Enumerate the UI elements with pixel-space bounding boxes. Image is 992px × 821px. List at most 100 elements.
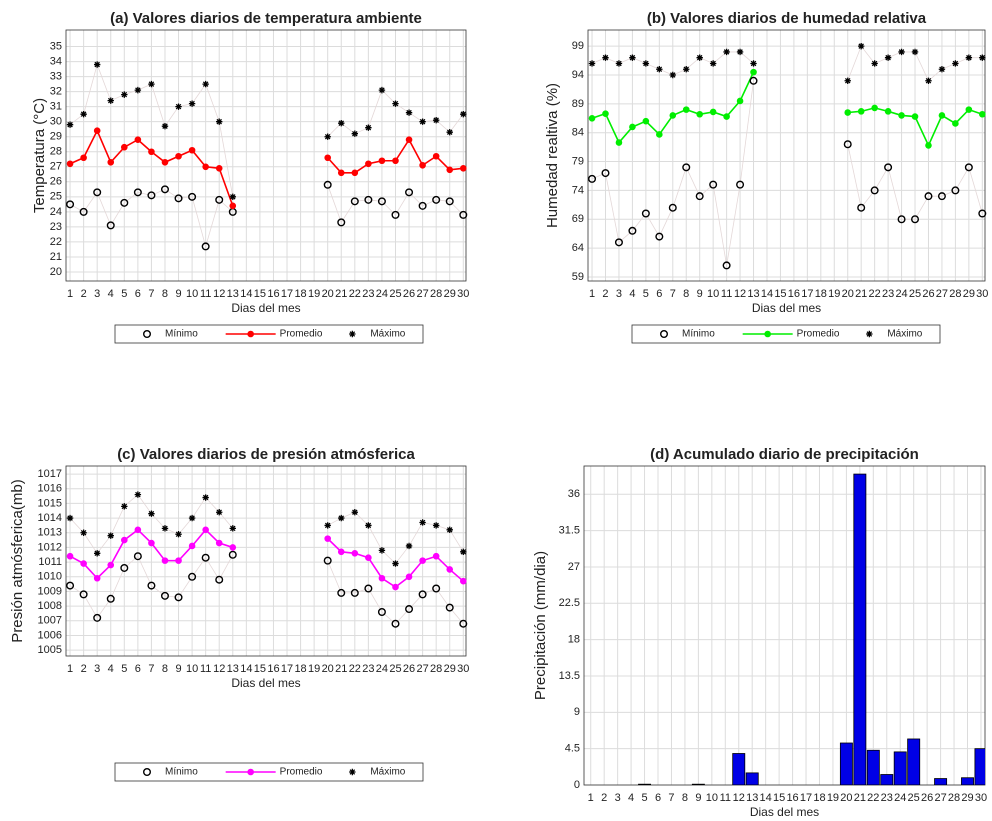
legend-label: Mínimo — [165, 329, 198, 340]
y-axis-label: Humedad realtiva (%) — [544, 83, 561, 228]
x-tick-label: 19 — [308, 288, 320, 300]
legend-marker — [660, 330, 669, 339]
data-point — [364, 195, 373, 204]
data-point — [323, 556, 332, 565]
data-point — [965, 54, 973, 61]
data-point — [365, 522, 372, 529]
data-point — [871, 104, 878, 112]
x-tick-label: 20 — [322, 663, 334, 675]
data-point — [133, 552, 142, 561]
x-tick-label: 29 — [961, 792, 973, 804]
data-point — [459, 210, 468, 219]
data-point — [642, 60, 650, 67]
y-tick-label: 1009 — [38, 585, 62, 597]
y-tick-label: 79 — [572, 155, 584, 167]
data-point — [147, 191, 156, 200]
plot-area — [66, 30, 466, 281]
data-point — [843, 140, 852, 149]
x-tick-label: 10 — [706, 792, 718, 804]
y-tick-label: 27 — [50, 161, 62, 173]
data-point — [736, 97, 744, 105]
data-point — [897, 215, 906, 224]
bar — [839, 742, 853, 785]
x-tick-label: 7 — [148, 663, 154, 675]
y-tick-label: 64 — [572, 242, 584, 254]
legend-marker — [142, 768, 151, 777]
data-point — [641, 209, 650, 218]
plot-area — [584, 466, 985, 785]
data-point — [656, 131, 663, 138]
data-point — [134, 136, 142, 144]
x-tick-label: 22 — [349, 663, 361, 675]
bar — [732, 753, 746, 785]
y-tick-label: 1007 — [38, 615, 62, 627]
data-point — [911, 215, 920, 224]
bar — [853, 473, 867, 785]
data-point — [669, 112, 677, 119]
y-tick-label: 13.5 — [559, 670, 580, 682]
data-point — [432, 195, 441, 204]
data-point — [324, 133, 331, 140]
data-point — [722, 261, 731, 270]
data-point — [446, 129, 453, 136]
x-tick-label: 12 — [213, 288, 225, 300]
data-point — [338, 119, 345, 127]
data-point — [215, 195, 224, 204]
data-point — [459, 619, 468, 628]
x-tick-label: 1 — [67, 663, 73, 675]
y-tick-label: 21 — [50, 251, 62, 263]
data-point — [134, 526, 142, 534]
x-tick-label: 5 — [641, 792, 647, 804]
x-tick-label: 30 — [975, 792, 987, 804]
data-point — [378, 157, 386, 165]
x-tick-label: 24 — [894, 792, 906, 804]
data-point — [964, 163, 973, 172]
x-tick-label: 28 — [948, 792, 960, 804]
x-tick-label: 3 — [94, 663, 100, 675]
x-tick-label: 13 — [227, 288, 239, 300]
data-point — [460, 110, 467, 118]
data-point — [66, 552, 74, 560]
data-point — [80, 154, 87, 162]
data-point — [588, 114, 596, 122]
data-point — [215, 539, 223, 547]
legend-label: Mínimo — [682, 329, 715, 340]
data-point — [202, 494, 209, 501]
data-point — [432, 152, 440, 160]
legend-label: Máximo — [370, 329, 405, 340]
x-tick-label: 11 — [720, 792, 731, 804]
x-tick-label: 22 — [869, 288, 881, 300]
data-point — [750, 68, 757, 76]
y-axis-label: Presión atmósferica(mb) — [9, 479, 26, 642]
x-tick-label: 25 — [909, 288, 921, 300]
data-point — [121, 536, 128, 544]
connector-line — [69, 554, 464, 625]
legend-marker — [349, 768, 356, 776]
y-axis-label: Precipitación (mm/dia) — [532, 551, 549, 700]
x-tick-label: 27 — [934, 792, 946, 804]
data-point — [337, 588, 346, 597]
data-point — [148, 510, 155, 517]
data-point — [378, 547, 386, 554]
y-tick-label: 33 — [50, 70, 62, 82]
data-point — [93, 127, 101, 135]
x-tick-label: 30 — [976, 288, 988, 300]
data-point — [229, 193, 236, 201]
bar — [961, 777, 974, 785]
data-point — [938, 112, 946, 119]
data-point — [337, 548, 345, 556]
x-tick-label: 4 — [108, 288, 114, 300]
data-point — [188, 192, 197, 201]
x-tick-label: 17 — [800, 792, 812, 804]
data-point — [337, 169, 345, 177]
x-tick-label: 2 — [602, 288, 608, 300]
legend-label: Promedio — [280, 329, 323, 340]
data-point — [161, 158, 169, 166]
data-point — [148, 148, 155, 156]
y-tick-label: 1012 — [38, 541, 62, 553]
legend-label: Mínimo — [165, 767, 198, 778]
x-tick-label: 11 — [200, 288, 211, 300]
x-tick-label: 26 — [921, 792, 933, 804]
data-point — [629, 123, 636, 131]
y-tick-label: 84 — [572, 127, 584, 139]
